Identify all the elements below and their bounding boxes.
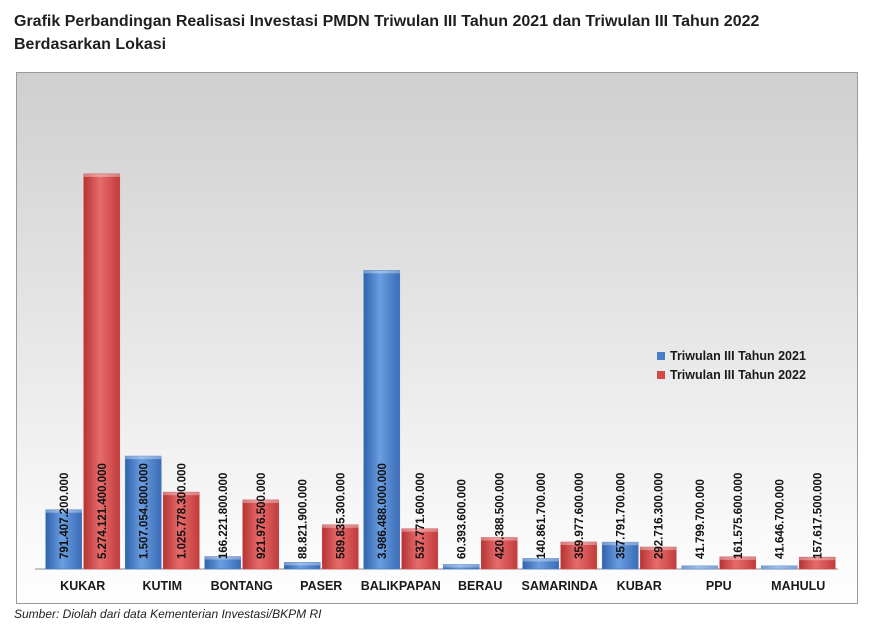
bar-berau-2021 [442, 564, 480, 570]
value-label-balikpapan-2022: 537.771.600.000 [415, 473, 427, 559]
chart-title-line-1: Grafik Perbandingan Realisasi Investasi … [14, 13, 760, 30]
value-label-kukar-2022: 5.274.121.400.000 [97, 463, 109, 559]
bar-mahulu-2021 [760, 565, 798, 570]
bar-berau-2022 [480, 537, 518, 570]
bar-paser-2022 [321, 524, 359, 570]
value-label-samarinda-2021: 140.861.700.000 [536, 473, 548, 559]
bar-mahulu-2022 [798, 556, 836, 570]
chart-title-line-2: Berdasarkan Lokasi [14, 36, 167, 53]
bar-highlight [602, 542, 639, 546]
value-label-kubar-2022: 292.716.300.000 [653, 473, 665, 559]
legend-label-2021: Triwulan III Tahun 2021 [670, 349, 806, 363]
bar-highlight [125, 456, 162, 460]
value-label-kutim-2022: 1.025.778.300.000 [176, 463, 188, 559]
bar-highlight [284, 562, 321, 566]
bar-kubar-2021 [601, 541, 639, 570]
category-label-mahulu: MAHULU [771, 579, 825, 593]
bar-highlight [45, 509, 82, 513]
legend-swatch-2021 [657, 352, 665, 360]
value-label-bontang-2022: 921.976.500.000 [256, 473, 268, 559]
value-label-berau-2021: 60.393.600.000 [456, 479, 468, 559]
bar-highlight [363, 270, 400, 274]
value-label-balikpapan-2021: 3.986.488.000.000 [377, 463, 389, 559]
bar-balikpapan-2021 [363, 270, 401, 570]
bar-highlight [640, 547, 677, 551]
bar-highlight [242, 499, 279, 503]
bar-kukar-2022 [83, 173, 121, 570]
category-label-kukar: KUKAR [60, 579, 105, 593]
source-note: Sumber: Diolah dari data Kementerian Inv… [14, 607, 322, 621]
category-label-berau: BERAU [458, 579, 502, 593]
value-label-berau-2022: 420.388.500.000 [494, 473, 506, 559]
category-label-samarinda: SAMARINDA [522, 579, 598, 593]
bar-kukar-2021 [45, 509, 83, 570]
bar-highlight [681, 565, 718, 569]
bar-highlight [522, 558, 559, 562]
bar-ppu-2022 [719, 556, 757, 570]
value-label-mahulu-2021: 41.646.700.000 [774, 479, 786, 559]
bar-samarinda-2022 [560, 541, 598, 570]
bar-highlight [204, 556, 241, 560]
value-label-paser-2021: 88.821.900.000 [297, 479, 309, 559]
bar-balikpapan-2022 [401, 528, 439, 570]
value-label-kutim-2021: 1.507.054.800.000 [138, 463, 150, 559]
bar-highlight [560, 542, 597, 546]
bar-kutim-2022 [162, 491, 200, 570]
category-label-kubar: KUBAR [617, 579, 662, 593]
bar-bontang-2021 [204, 556, 242, 570]
value-label-paser-2022: 589.835.300.000 [335, 473, 347, 559]
category-labels-group: KUKAR KUTIM BONTANG PASER BALIKPAPAN BERAU SAM… [60, 579, 825, 593]
value-labels-group: 791.407.200.000 5.274.121.400.000 1.507.05… [59, 463, 825, 559]
category-label-kutim: KUTIM [142, 579, 182, 593]
value-label-ppu-2022: 161.575.600.000 [733, 473, 745, 559]
bar-samarinda-2021 [522, 558, 560, 570]
bars-group [35, 173, 838, 570]
chart-frame: 791.407.200.000 5.274.121.400.000 1.507.05… [16, 72, 858, 604]
bar-paser-2021 [283, 562, 321, 570]
bar-highlight [799, 557, 836, 561]
value-label-kubar-2021: 357.791.700.000 [615, 473, 627, 559]
category-label-balikpapan: BALIKPAPAN [361, 579, 441, 593]
bar-highlight [761, 565, 798, 569]
value-label-bontang-2021: 166.221.800.000 [218, 473, 230, 559]
bar-highlight [481, 537, 518, 541]
bar-highlight [443, 564, 480, 568]
bar-kubar-2022 [639, 546, 677, 570]
value-label-samarinda-2022: 359.977.600.000 [574, 473, 586, 559]
legend-swatch-2022 [657, 371, 665, 379]
category-label-ppu: PPU [706, 579, 732, 593]
bar-ppu-2021 [681, 565, 719, 570]
bar-highlight [83, 173, 120, 177]
bar-kutim-2021 [124, 455, 162, 570]
bar-chart: 791.407.200.000 5.274.121.400.000 1.507.05… [17, 73, 857, 603]
chart-title: Grafik Perbandingan Realisasi Investasi … [14, 10, 874, 56]
bar-highlight [719, 556, 756, 560]
category-label-paser: PASER [300, 579, 342, 593]
legend-label-2022: Triwulan III Tahun 2022 [670, 368, 806, 382]
value-label-mahulu-2022: 157.617.500.000 [812, 473, 824, 559]
bar-highlight [401, 528, 438, 532]
value-label-ppu-2021: 41.799.700.000 [695, 479, 707, 559]
value-label-kukar-2021: 791.407.200.000 [59, 473, 71, 559]
bar-bontang-2022 [242, 499, 280, 570]
bar-highlight [163, 492, 200, 496]
bar-highlight [322, 524, 359, 528]
category-label-bontang: BONTANG [211, 579, 273, 593]
legend: Triwulan III Tahun 2021 Triwulan III Tahu… [657, 349, 806, 382]
